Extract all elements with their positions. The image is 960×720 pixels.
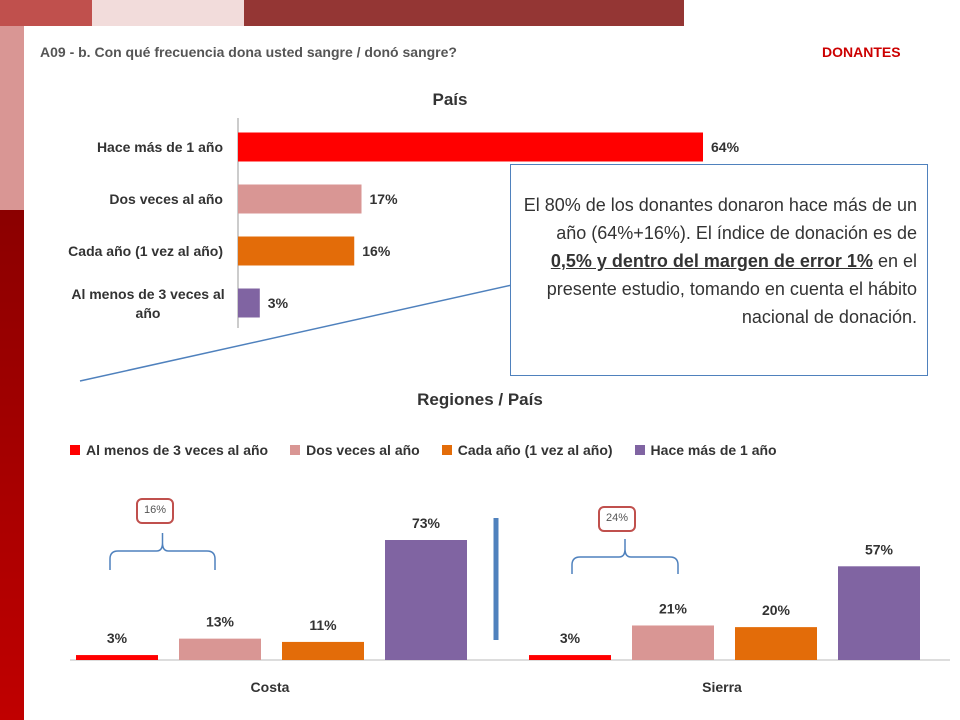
bar-value-label: 16% xyxy=(362,243,391,259)
category-label: Dos veces al año xyxy=(109,191,223,207)
callout-text-1: El 80% de los donantes donaron hace más … xyxy=(523,195,917,243)
connector-line xyxy=(79,284,513,382)
callout-highlight: 0,5% y dentro del margen de error 1% xyxy=(550,251,873,271)
bar-value-label: 11% xyxy=(309,617,337,633)
bar-3 xyxy=(238,288,260,318)
bracket-costa xyxy=(109,542,216,570)
legend-swatch xyxy=(441,445,452,455)
bar-sierra-2 xyxy=(735,627,817,660)
insight-callout: El 80% de los donantes donaron hace más … xyxy=(510,164,928,376)
legend-item-4: Hace más de 1 año xyxy=(634,442,777,458)
legend-swatch xyxy=(634,445,645,455)
bar-value-label: 57% xyxy=(865,541,894,557)
bracket-sum-costa: 16% xyxy=(136,498,174,524)
bar-costa-3 xyxy=(385,540,467,660)
callout-text-2: en el presente estudio, tomando en cuent… xyxy=(546,251,917,327)
bar-value-label: 21% xyxy=(659,600,688,616)
chart-title-regiones: Regiones / País xyxy=(417,390,543,409)
bar-value-label: 17% xyxy=(370,191,399,207)
bar-value-label: 20% xyxy=(762,602,791,618)
legend-item-3: Cada año (1 vez al año) xyxy=(441,442,613,458)
bar-costa-0 xyxy=(76,655,158,660)
category-label: Costa xyxy=(251,679,290,695)
sidebar-dark xyxy=(0,210,24,720)
category-label: Sierra xyxy=(702,679,742,695)
category-label: año xyxy=(136,305,161,321)
category-label: Cada año (1 vez al año) xyxy=(68,243,223,259)
bar-sierra-3 xyxy=(838,566,920,660)
bracket-sierra xyxy=(571,548,679,574)
bar-0 xyxy=(238,132,703,162)
legend-label: Cada año (1 vez al año) xyxy=(457,442,613,458)
bar-value-label: 73% xyxy=(412,515,441,531)
bar-costa-1 xyxy=(179,638,261,660)
top-bar-segment-1 xyxy=(0,0,92,26)
bar-value-label: 3% xyxy=(107,630,128,646)
legend-label: Dos veces al año xyxy=(306,442,420,458)
legend-item-1: Al menos de 3 veces al año xyxy=(70,442,268,458)
top-bar-segment-3 xyxy=(244,0,684,26)
legend-label: Hace más de 1 año xyxy=(650,442,777,458)
category-label: Hace más de 1 año xyxy=(97,139,223,155)
bar-sierra-0 xyxy=(529,655,611,660)
bar-1 xyxy=(238,184,362,214)
bar-value-label: 64% xyxy=(711,139,740,155)
bar-costa-2 xyxy=(282,641,364,660)
legend-label: Al menos de 3 veces al año xyxy=(86,442,269,458)
top-bar-segment-2 xyxy=(92,0,244,26)
chart-title-pais: País xyxy=(432,90,468,109)
bar-2 xyxy=(238,236,355,266)
bracket-sum-sierra: 24% xyxy=(598,506,636,532)
horizontal-bar-chart: 64% Hace más de 1 año 17% Dos veces al año 1… xyxy=(68,118,740,382)
legend-item-2: Dos veces al año xyxy=(290,442,420,458)
category-label: Al menos de 3 veces al xyxy=(71,286,224,302)
bar-value-label: 13% xyxy=(206,614,235,630)
legend-swatch xyxy=(70,445,80,455)
bar-value-label: 3% xyxy=(268,295,289,311)
legend-swatch xyxy=(290,445,301,455)
segment-label: DONANTES xyxy=(822,44,901,60)
legend: Al menos de 3 veces al año Dos veces al … xyxy=(70,442,950,458)
bar-value-label: 3% xyxy=(560,630,581,646)
question-title: A09 - b. Con qué frecuencia dona usted s… xyxy=(40,44,457,60)
sidebar-pink xyxy=(0,26,24,210)
bar-sierra-1 xyxy=(632,625,714,660)
